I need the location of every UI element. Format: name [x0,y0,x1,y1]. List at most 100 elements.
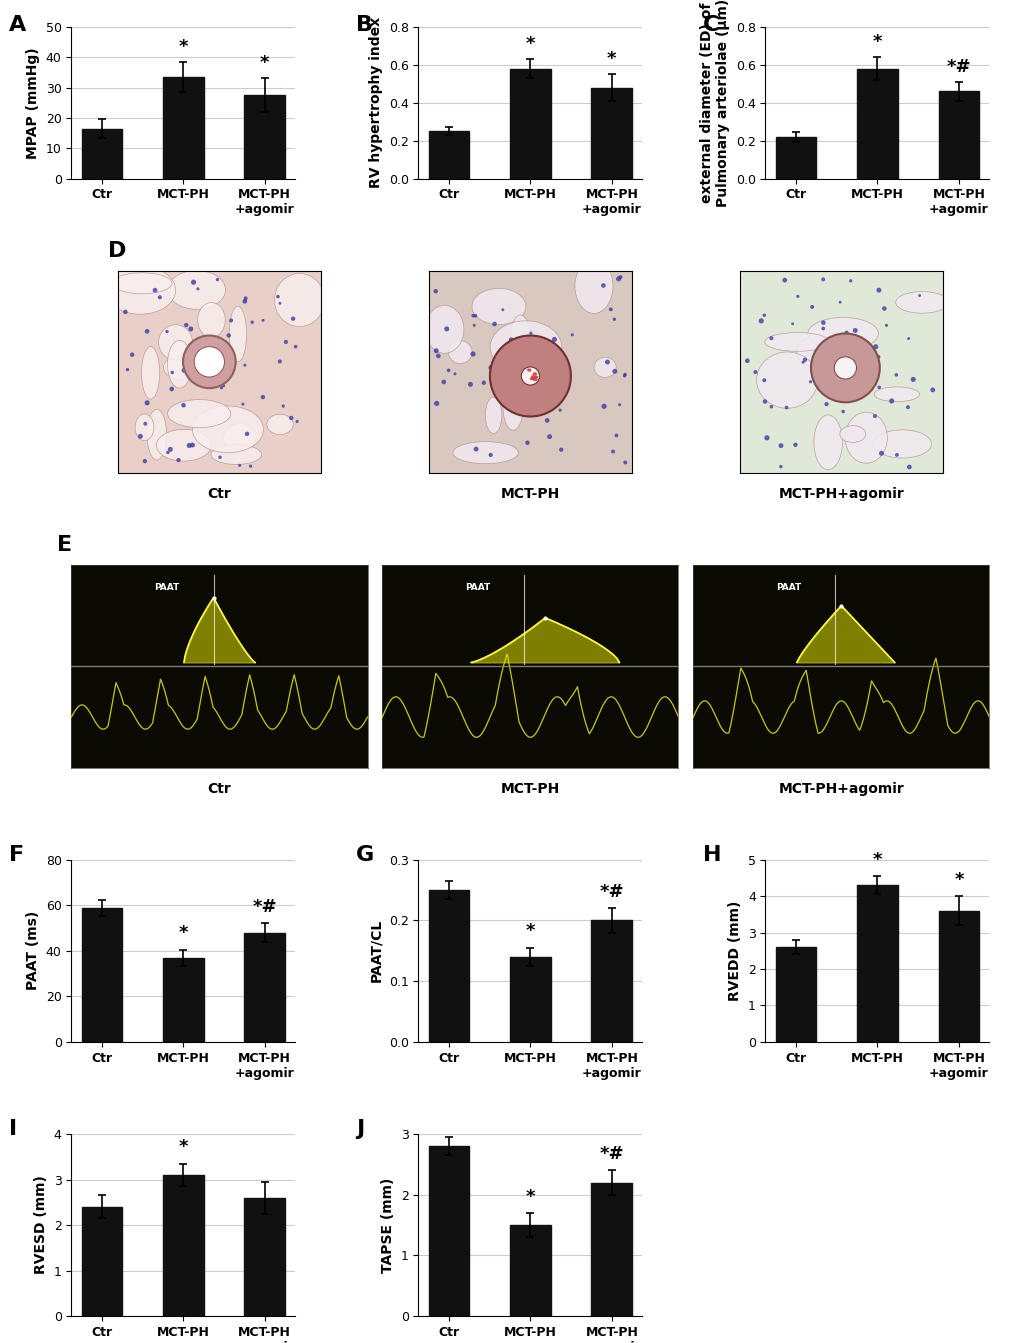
Circle shape [546,393,549,396]
Bar [428,890,469,1042]
Circle shape [244,297,248,301]
Ellipse shape [490,321,561,373]
Circle shape [544,418,549,423]
Bar [163,77,204,179]
Circle shape [744,359,749,363]
Circle shape [290,317,296,321]
Circle shape [510,407,514,410]
Ellipse shape [845,412,887,463]
Text: I: I [9,1120,17,1139]
Circle shape [158,295,162,299]
Y-axis label: PAAT (ms): PAAT (ms) [26,911,40,990]
Text: G: G [356,845,374,865]
Circle shape [288,416,293,420]
Circle shape [222,384,225,387]
Circle shape [929,388,934,392]
Circle shape [434,400,439,406]
Ellipse shape [575,259,612,313]
Ellipse shape [593,357,615,377]
Ellipse shape [472,289,526,325]
Circle shape [276,295,279,298]
Circle shape [169,387,174,391]
Circle shape [189,326,193,332]
Ellipse shape [163,355,204,380]
Ellipse shape [533,376,538,379]
Ellipse shape [756,352,817,408]
Circle shape [894,453,898,457]
Text: *: * [178,924,187,943]
Circle shape [820,278,824,282]
Circle shape [261,395,265,399]
Circle shape [508,337,513,342]
Ellipse shape [510,316,531,367]
Text: *: * [178,38,187,55]
Circle shape [878,451,883,455]
Bar [510,1225,550,1316]
Circle shape [433,348,438,353]
Circle shape [856,342,861,346]
Circle shape [526,376,529,380]
Text: PAAT: PAAT [775,583,801,591]
Ellipse shape [796,337,835,367]
Circle shape [768,336,772,340]
Text: *: * [953,870,963,889]
Circle shape [546,434,551,439]
Circle shape [791,322,793,325]
Bar [245,1198,285,1316]
Circle shape [492,322,496,326]
Text: *#: *# [253,898,277,916]
Circle shape [245,431,249,436]
Circle shape [823,402,827,406]
Circle shape [539,387,544,391]
Circle shape [769,404,772,408]
Circle shape [489,336,571,416]
Circle shape [488,453,492,457]
Circle shape [876,385,880,389]
Ellipse shape [873,387,919,402]
Circle shape [610,450,614,454]
Ellipse shape [529,377,534,380]
Text: F: F [9,845,23,865]
Circle shape [856,360,859,364]
Ellipse shape [198,302,225,337]
Circle shape [435,353,440,359]
Circle shape [604,360,609,364]
Circle shape [226,333,230,337]
Bar [163,1175,204,1316]
Circle shape [444,326,448,332]
Circle shape [546,383,551,387]
Circle shape [549,363,552,367]
Circle shape [170,371,174,375]
Circle shape [793,443,797,447]
Circle shape [525,441,529,445]
Circle shape [808,380,811,383]
Circle shape [571,333,574,336]
Circle shape [600,283,605,287]
Circle shape [779,465,782,469]
Circle shape [182,336,235,388]
Bar [937,91,978,179]
Bar [163,958,204,1042]
Bar [774,947,815,1042]
Circle shape [481,380,485,385]
Text: H: H [702,845,720,865]
Circle shape [243,299,247,304]
Circle shape [809,305,813,309]
Circle shape [472,324,475,326]
Circle shape [296,420,299,423]
Text: D: D [108,240,126,261]
Circle shape [623,461,627,465]
Circle shape [176,458,180,462]
Text: MCT-PH+agomir: MCT-PH+agomir [777,782,903,796]
Circle shape [753,371,757,375]
Y-axis label: RVEDD (mm): RVEDD (mm) [728,901,742,1001]
Circle shape [129,352,135,357]
Circle shape [153,287,157,293]
Circle shape [875,355,879,359]
Circle shape [820,326,824,330]
Circle shape [191,279,196,285]
Circle shape [618,275,622,279]
Circle shape [183,367,187,371]
Y-axis label: TAPSE (mm): TAPSE (mm) [381,1178,394,1273]
Circle shape [612,317,615,321]
